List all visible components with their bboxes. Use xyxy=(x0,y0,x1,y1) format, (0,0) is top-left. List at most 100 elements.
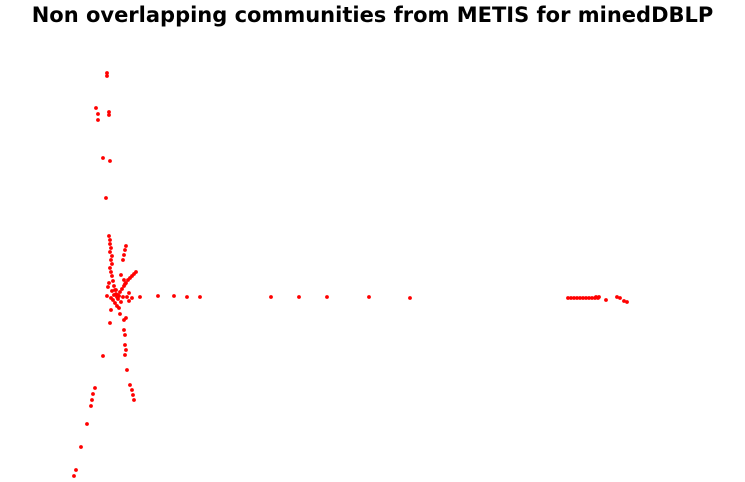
data-point xyxy=(584,296,588,300)
data-point xyxy=(110,254,114,258)
data-point xyxy=(597,295,601,299)
data-point xyxy=(297,295,301,299)
data-point xyxy=(125,295,129,299)
data-point xyxy=(122,278,126,282)
data-point xyxy=(118,312,122,316)
data-point xyxy=(590,296,594,300)
data-point xyxy=(119,273,123,277)
data-point xyxy=(122,328,126,332)
data-point xyxy=(569,296,573,300)
data-point xyxy=(107,110,111,114)
data-point xyxy=(325,295,329,299)
data-point xyxy=(109,308,113,312)
data-point xyxy=(108,238,112,242)
data-point xyxy=(111,279,115,283)
data-point xyxy=(587,296,591,300)
data-point xyxy=(114,288,118,292)
data-point xyxy=(572,296,576,300)
data-point xyxy=(105,74,109,78)
data-point xyxy=(127,291,131,295)
data-point xyxy=(578,296,582,300)
data-point xyxy=(130,296,134,300)
data-point xyxy=(172,294,176,298)
data-point xyxy=(130,388,134,392)
data-point xyxy=(101,156,105,160)
data-point xyxy=(108,242,112,246)
data-point xyxy=(96,112,100,116)
data-point xyxy=(94,106,98,110)
data-point xyxy=(116,297,120,301)
data-point xyxy=(106,285,110,289)
data-point xyxy=(108,266,112,270)
data-point xyxy=(90,398,94,402)
data-point xyxy=(107,234,111,238)
data-point xyxy=(110,274,114,278)
data-point xyxy=(105,294,109,298)
data-point xyxy=(566,296,570,300)
data-point xyxy=(112,284,116,288)
data-point xyxy=(367,295,371,299)
data-point xyxy=(123,248,127,252)
data-point xyxy=(121,258,125,262)
data-point xyxy=(126,278,130,282)
data-point xyxy=(198,295,202,299)
data-point xyxy=(594,295,598,299)
data-point xyxy=(123,343,127,347)
data-point xyxy=(117,306,121,310)
chart-title: Non overlapping communities from METIS f… xyxy=(31,3,714,27)
data-point xyxy=(604,298,608,302)
data-point xyxy=(625,300,629,304)
data-point xyxy=(121,295,125,299)
data-point xyxy=(110,289,114,293)
data-point xyxy=(138,295,142,299)
data-point xyxy=(125,368,129,372)
data-point xyxy=(93,386,97,390)
data-point xyxy=(79,445,83,449)
data-point xyxy=(96,118,100,122)
data-point xyxy=(74,468,78,472)
data-point xyxy=(109,246,113,250)
data-point xyxy=(575,296,579,300)
data-point xyxy=(622,299,626,303)
data-point xyxy=(123,282,127,286)
data-point xyxy=(123,333,127,337)
data-point xyxy=(108,159,112,163)
data-point xyxy=(119,300,123,304)
data-point xyxy=(408,296,412,300)
data-point xyxy=(112,293,116,297)
data-point xyxy=(109,258,113,262)
data-point xyxy=(109,270,113,274)
data-point xyxy=(124,316,128,320)
data-point xyxy=(131,393,135,397)
data-point xyxy=(101,354,105,358)
data-point xyxy=(128,383,132,387)
data-point xyxy=(618,296,622,300)
data-point xyxy=(185,295,189,299)
data-point xyxy=(124,348,128,352)
data-point xyxy=(122,253,126,257)
data-point xyxy=(127,299,131,303)
data-point xyxy=(269,295,273,299)
data-point xyxy=(72,474,76,478)
data-point xyxy=(105,71,109,75)
data-point xyxy=(581,296,585,300)
data-point xyxy=(113,301,117,305)
data-point xyxy=(156,294,160,298)
data-point xyxy=(85,422,89,426)
data-point xyxy=(108,321,112,325)
data-point xyxy=(132,398,136,402)
data-point xyxy=(91,392,95,396)
points-layer xyxy=(72,71,629,478)
data-point xyxy=(118,290,122,294)
data-point xyxy=(109,296,113,300)
data-point xyxy=(107,113,111,117)
data-point xyxy=(117,294,121,298)
data-point xyxy=(107,281,111,285)
data-point xyxy=(123,353,127,357)
data-point xyxy=(110,262,114,266)
data-point xyxy=(108,250,112,254)
data-point xyxy=(89,404,93,408)
data-point xyxy=(615,295,619,299)
data-point xyxy=(120,287,124,291)
